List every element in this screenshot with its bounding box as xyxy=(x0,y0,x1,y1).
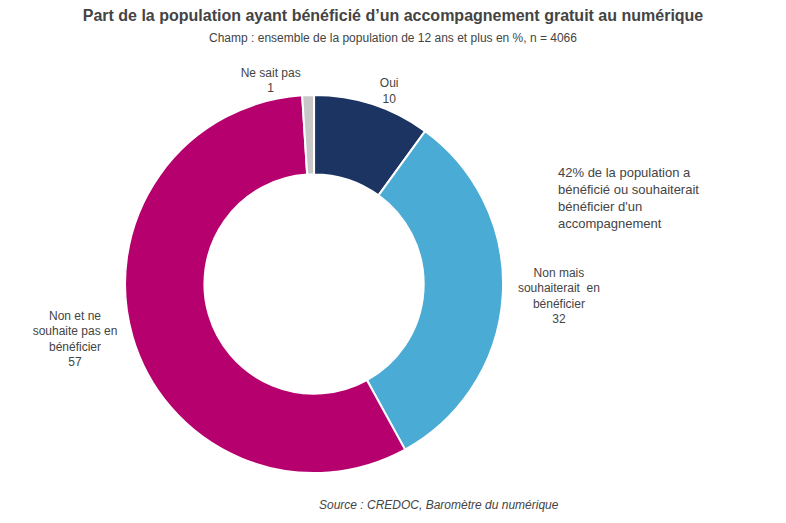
svg-text:Non et nesouhaite pas enbénéfi: Non et nesouhaite pas enbénéficier57 xyxy=(33,309,118,370)
svg-text:Part de la population ayant bé: Part de la population ayant bénéficié d’… xyxy=(83,7,704,45)
svg-text:Oui10: Oui10 xyxy=(380,76,399,106)
svg-text:Non maissouhaiterait enbénéfi: Non maissouhaiterait enbénéficier32 xyxy=(518,266,600,327)
svg-text:Source : CREDOC, Baromètre du: Source : CREDOC, Baromètre du numérique xyxy=(319,498,559,512)
svg-text:42% de la population abénéfici: 42% de la population abénéficié ou souha… xyxy=(558,165,699,231)
svg-text:Ne sait pas1: Ne sait pas1 xyxy=(241,66,301,96)
